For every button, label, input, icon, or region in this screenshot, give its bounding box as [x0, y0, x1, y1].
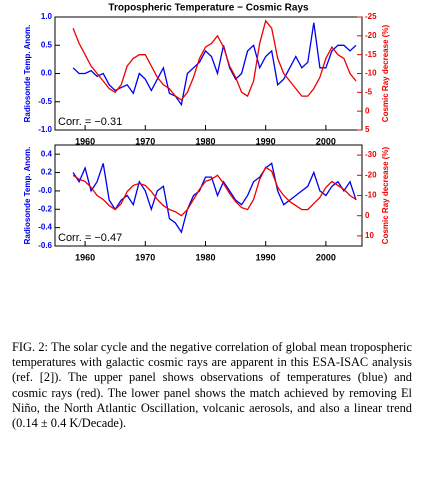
y-tick-label: -0.4: [38, 223, 52, 232]
y-tick-label: -0.2: [38, 204, 52, 213]
x-tick-label: 1980: [195, 252, 215, 262]
y2-tick-label: -5: [365, 87, 373, 96]
y-axis-label: Radiosonde Temp. Anom.: [23, 147, 32, 245]
y2-tick-label: -10: [365, 69, 377, 78]
y2-tick-label: -10: [365, 191, 377, 200]
x-tick-label: 1990: [256, 252, 276, 262]
x-tick-label: 2000: [316, 252, 336, 262]
y2-axis-label: Cosmic Ray decrease (%): [381, 24, 390, 122]
figure: Tropospheric Temperature − Cosmic Rays 19…: [23, 3, 390, 263]
y-tick-label: -0.0: [38, 186, 52, 195]
series-line: [72, 22, 357, 107]
series-line: [72, 166, 357, 217]
y-tick-label: 0.4: [41, 149, 53, 158]
y-tick-label: -0.5: [38, 97, 52, 106]
caption: FIG. 2: The solar cycle and the negative…: [12, 340, 412, 431]
x-tick-label: 1970: [135, 252, 155, 262]
x-tick-label: 1960: [75, 252, 95, 262]
x-tick-label: 1990: [256, 136, 276, 146]
x-tick-label: 2000: [316, 136, 336, 146]
y-axis-label: Radiosonde Temp. Anom.: [23, 25, 32, 123]
y-tick-label: 0.0: [41, 69, 53, 78]
annotation: Corr. = −0.47: [58, 232, 122, 244]
chart-title: Tropospheric Temperature − Cosmic Rays: [108, 3, 309, 14]
y2-tick-label: 5: [365, 125, 370, 134]
y-tick-label: 0.5: [41, 40, 53, 49]
y-tick-label: 1.0: [41, 12, 53, 21]
x-tick-label: 1980: [195, 136, 215, 146]
y2-axis-label: Cosmic Ray decrease (%): [381, 146, 390, 244]
series-line: [72, 162, 357, 234]
y2-tick-label: 0: [365, 211, 370, 220]
y2-tick-label: -30: [365, 150, 377, 159]
x-tick-label: 1960: [75, 136, 95, 146]
y-tick-label: -1.0: [38, 125, 52, 134]
y-tick-label: 0.2: [41, 168, 53, 177]
series-line: [72, 19, 357, 101]
annotation: Corr. = −0.31: [58, 116, 122, 128]
plot-frame: [54, 144, 363, 247]
y-tick-label: -0.6: [38, 241, 52, 250]
y2-tick-label: -20: [365, 31, 377, 40]
y2-tick-label: 10: [365, 231, 374, 240]
x-tick-label: 1970: [135, 136, 155, 146]
y2-tick-label: -25: [365, 12, 377, 21]
y2-tick-label: -15: [365, 50, 377, 59]
y2-tick-label: 0: [365, 106, 370, 115]
y2-tick-label: -20: [365, 170, 377, 179]
